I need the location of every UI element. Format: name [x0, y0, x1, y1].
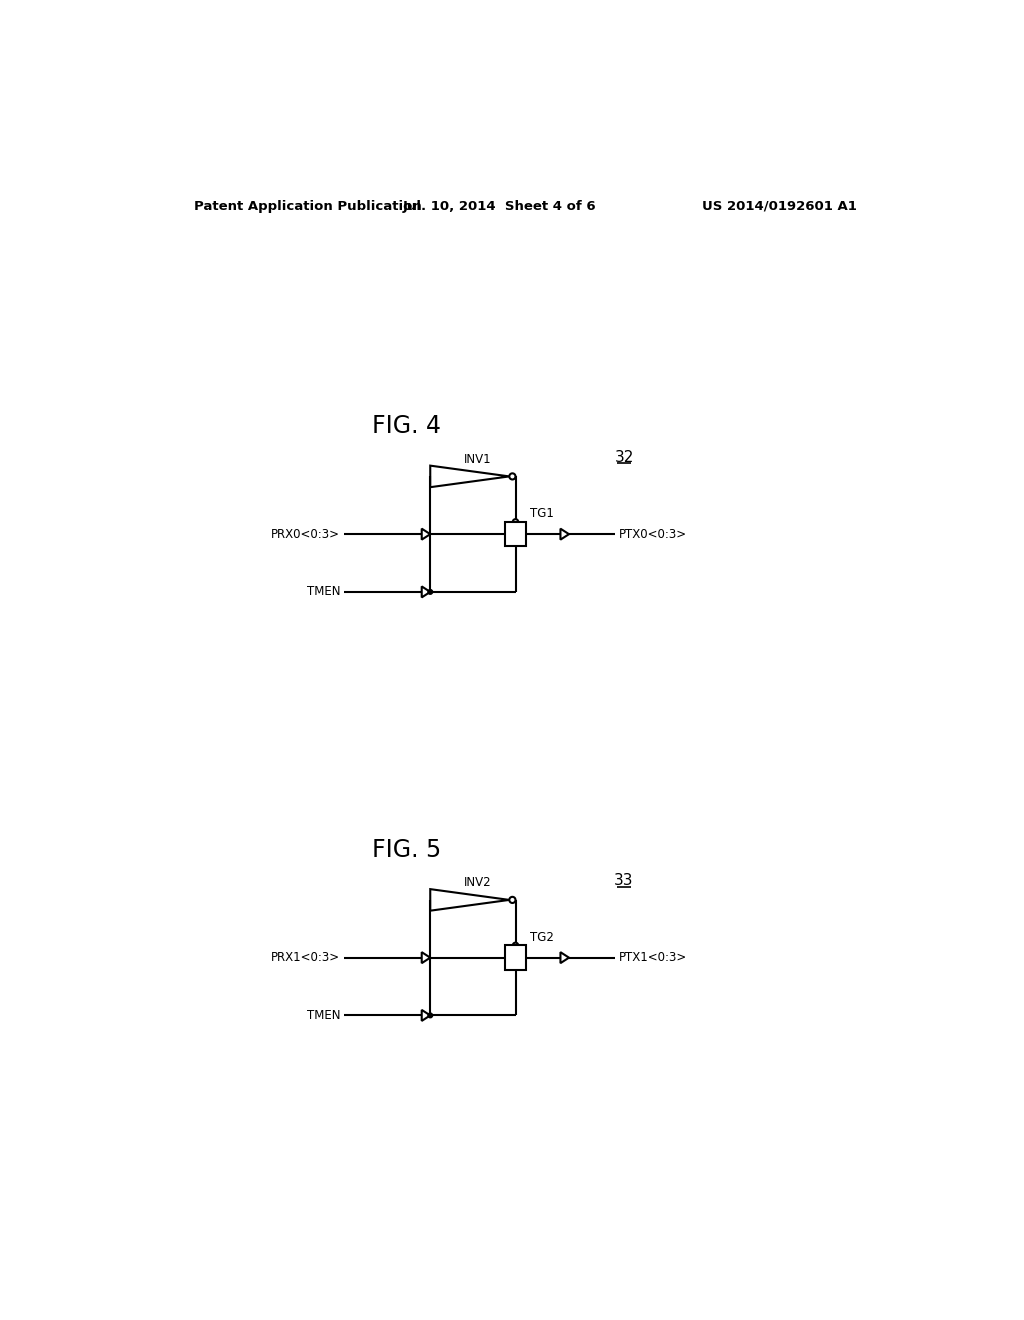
- Bar: [505, 945, 526, 970]
- Text: INV2: INV2: [464, 876, 492, 890]
- Text: PTX1<0:3>: PTX1<0:3>: [620, 952, 687, 964]
- Text: TMEN: TMEN: [307, 1008, 340, 1022]
- Text: FIG. 4: FIG. 4: [373, 414, 441, 438]
- Text: PRX1<0:3>: PRX1<0:3>: [271, 952, 340, 964]
- Text: TG1: TG1: [530, 507, 554, 520]
- Text: INV1: INV1: [464, 453, 492, 466]
- Text: US 2014/0192601 A1: US 2014/0192601 A1: [701, 199, 856, 213]
- Text: TG2: TG2: [530, 931, 554, 944]
- Circle shape: [428, 590, 432, 594]
- Text: PRX0<0:3>: PRX0<0:3>: [271, 528, 340, 541]
- Text: 32: 32: [614, 450, 634, 465]
- Text: Jul. 10, 2014  Sheet 4 of 6: Jul. 10, 2014 Sheet 4 of 6: [403, 199, 597, 213]
- Text: 33: 33: [614, 873, 634, 888]
- Bar: [505, 521, 526, 546]
- Text: FIG. 5: FIG. 5: [373, 838, 441, 862]
- Text: TMEN: TMEN: [307, 585, 340, 598]
- Text: Patent Application Publication: Patent Application Publication: [194, 199, 422, 213]
- Text: PTX0<0:3>: PTX0<0:3>: [620, 528, 687, 541]
- Circle shape: [428, 1014, 432, 1018]
